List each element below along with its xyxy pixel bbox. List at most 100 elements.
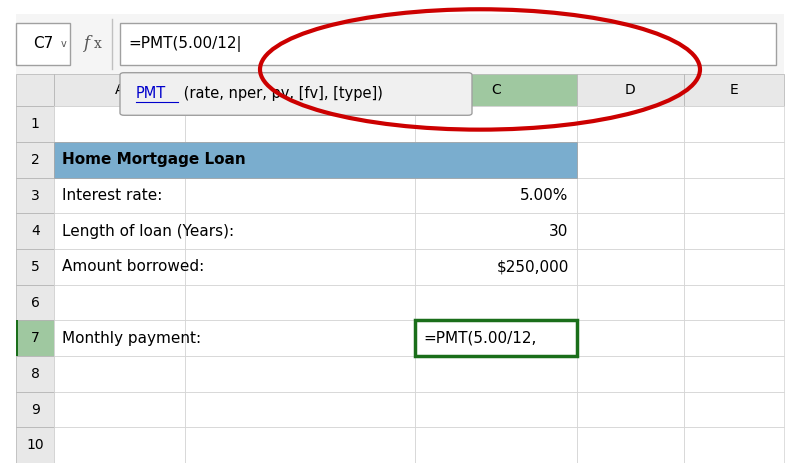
Bar	[415, 106, 577, 142]
Bar	[415, 142, 577, 178]
Text: Interest rate:: Interest rate:	[62, 188, 162, 203]
Bar	[185, 213, 415, 249]
Text: v: v	[61, 39, 66, 49]
Bar	[185, 392, 415, 427]
Text: 8: 8	[30, 367, 40, 381]
Bar	[16, 14, 784, 74]
Text: (rate, nper, pv, [fv], [type]): (rate, nper, pv, [fv], [type])	[179, 87, 383, 101]
Bar	[16, 356, 54, 392]
Bar	[16, 142, 54, 178]
Bar	[684, 249, 784, 285]
Text: 4: 4	[31, 224, 39, 238]
Bar	[16, 74, 54, 106]
Text: D: D	[625, 83, 636, 97]
Bar	[16, 320, 18, 356]
Bar	[16, 427, 54, 463]
Bar	[415, 320, 577, 356]
Bar	[577, 106, 684, 142]
Text: 30: 30	[550, 224, 569, 239]
Text: E: E	[730, 83, 738, 97]
Text: $250,000: $250,000	[496, 259, 569, 275]
Bar	[185, 320, 415, 356]
Text: Length of loan (Years):: Length of loan (Years):	[62, 224, 234, 239]
Bar	[577, 249, 684, 285]
Bar	[415, 74, 577, 106]
Bar	[16, 392, 54, 427]
Bar	[684, 427, 784, 463]
Bar	[54, 249, 185, 285]
Text: 7: 7	[31, 331, 39, 345]
Bar	[54, 178, 185, 213]
Bar	[54, 74, 185, 106]
Bar	[16, 285, 54, 320]
Bar	[16, 178, 54, 213]
Bar	[684, 74, 784, 106]
Text: =PMT(5.00/12|: =PMT(5.00/12|	[128, 36, 242, 52]
Text: 1: 1	[30, 117, 40, 131]
Bar	[684, 356, 784, 392]
Text: 10: 10	[26, 438, 44, 452]
Bar	[684, 392, 784, 427]
Bar	[415, 320, 577, 356]
FancyBboxPatch shape	[120, 73, 472, 115]
Bar	[54, 427, 185, 463]
Bar	[684, 320, 784, 356]
Bar	[16, 320, 54, 356]
Bar	[185, 285, 415, 320]
Bar	[577, 142, 684, 178]
Bar	[577, 320, 684, 356]
Bar	[684, 178, 784, 213]
Bar	[54, 213, 185, 249]
Bar	[577, 74, 684, 106]
Bar	[577, 213, 684, 249]
Bar	[54, 142, 577, 178]
Bar	[54, 320, 185, 356]
Text: =PMT(5.00/12,: =PMT(5.00/12,	[423, 331, 537, 346]
Bar	[120, 23, 776, 65]
Bar	[185, 249, 415, 285]
Bar	[185, 178, 415, 213]
Bar	[185, 356, 415, 392]
Text: 2: 2	[31, 153, 39, 167]
Bar	[185, 106, 415, 142]
Bar	[577, 356, 684, 392]
Bar	[415, 356, 577, 392]
Bar	[415, 178, 577, 213]
Bar	[16, 213, 54, 249]
Text: C: C	[491, 83, 501, 97]
Text: 5.00%: 5.00%	[520, 188, 569, 203]
Text: 6: 6	[30, 295, 40, 310]
Bar	[54, 285, 185, 320]
Text: A: A	[115, 83, 125, 97]
Bar	[577, 427, 684, 463]
Bar	[16, 23, 70, 65]
Bar	[16, 249, 54, 285]
Bar	[415, 427, 577, 463]
Bar	[185, 74, 415, 106]
Text: Home Mortgage Loan: Home Mortgage Loan	[62, 152, 246, 168]
Bar	[684, 213, 784, 249]
Bar	[684, 106, 784, 142]
Bar	[684, 142, 784, 178]
Bar	[415, 249, 577, 285]
Bar	[54, 356, 185, 392]
Bar	[577, 285, 684, 320]
Text: 5: 5	[31, 260, 39, 274]
Text: PMT: PMT	[136, 87, 166, 101]
Text: 9: 9	[30, 402, 40, 417]
Bar	[577, 178, 684, 213]
Text: C7: C7	[33, 37, 54, 51]
Bar	[16, 106, 784, 454]
Bar	[16, 106, 54, 142]
Bar	[54, 392, 185, 427]
Bar	[415, 392, 577, 427]
Bar	[54, 106, 185, 142]
Text: x: x	[94, 37, 102, 51]
Bar	[54, 142, 185, 178]
Bar	[684, 285, 784, 320]
Text: B: B	[295, 83, 305, 97]
Text: Monthly payment:: Monthly payment:	[62, 331, 202, 346]
Text: Amount borrowed:: Amount borrowed:	[62, 259, 205, 275]
Bar	[577, 392, 684, 427]
Bar	[415, 213, 577, 249]
